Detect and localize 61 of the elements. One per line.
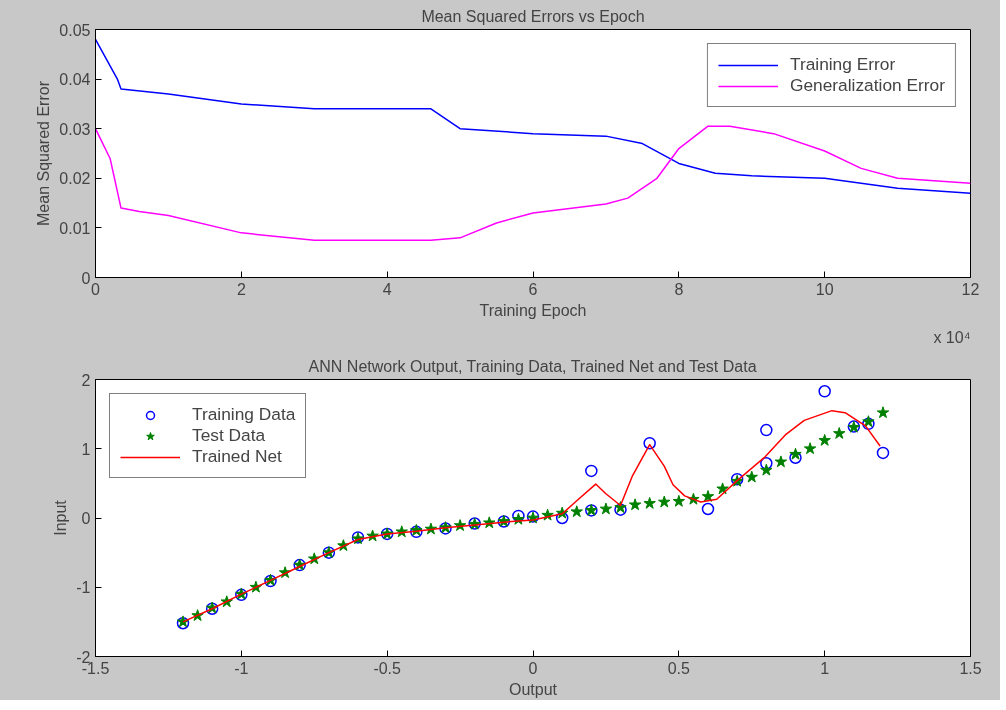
point: [876, 406, 890, 419]
x-axis-title: Output: [508, 680, 558, 698]
y-tick-label: -1: [76, 579, 91, 597]
point: [745, 470, 758, 483]
text: x 10⁴: [933, 328, 971, 346]
point: [818, 433, 831, 446]
y-tick-label: 0.02: [59, 170, 91, 188]
x-tick-label: -0.5: [373, 659, 402, 677]
point: [628, 498, 642, 511]
line-series: [95, 125, 971, 242]
point: [570, 505, 583, 518]
x-tick-label: 8: [674, 280, 684, 298]
x-tick-label: 0.5: [667, 659, 691, 677]
y-tick-label: 2: [81, 371, 91, 389]
point: [716, 482, 729, 495]
point: [876, 446, 890, 460]
point: [555, 511, 569, 525]
y-tick-label: 0.03: [59, 120, 91, 138]
y-tick-label: 0.05: [59, 21, 91, 39]
x-tick-label: 12: [961, 280, 980, 298]
legend-label: Generalization Error: [789, 75, 945, 96]
y-tick-label: 1: [81, 440, 91, 458]
legend-label: Training Error: [789, 54, 896, 75]
x-tick-label: 2: [236, 280, 246, 298]
chart-title: ANN Network Output, Training Data, Trained Net and Test Data: [308, 357, 757, 375]
x-tick-label: 4: [382, 280, 392, 298]
point: [789, 447, 802, 460]
point: [585, 464, 598, 478]
point: [643, 436, 656, 450]
y-tick-label: 0.01: [59, 219, 91, 237]
y-axis-title: Input: [52, 499, 70, 536]
point: [803, 442, 817, 455]
point: [672, 494, 686, 507]
legend-label: Training Data: [192, 404, 296, 425]
point: [701, 490, 715, 502]
point: [760, 423, 773, 437]
y-axis-title: Mean Squared Error: [35, 80, 53, 226]
point: [774, 455, 788, 468]
point: [643, 496, 656, 509]
point: [760, 457, 773, 470]
x-tick-label: -1: [234, 659, 249, 677]
x-tick-label: 1: [820, 659, 830, 677]
legend-label: Test Data: [192, 425, 266, 446]
y-tick-label: 0.04: [59, 71, 91, 89]
point: [599, 502, 613, 515]
point: [760, 463, 773, 476]
x-tick-label: 0: [528, 659, 538, 677]
point: [658, 495, 671, 508]
chart-title: Mean Squared Errors vs Epoch: [421, 7, 645, 25]
x-tick-label: 10: [815, 280, 834, 298]
x-tick-label: 1.5: [959, 659, 982, 677]
y-tick-label: 0: [81, 269, 91, 287]
x-axis-title: Training Epoch: [479, 301, 587, 319]
line-series: [95, 38, 971, 194]
y-tick-label: 0: [81, 510, 91, 527]
legend-label: Trained Net: [192, 446, 282, 467]
point: [789, 451, 802, 464]
point: [818, 385, 831, 398]
x-tick-label: 6: [528, 280, 538, 298]
point: [833, 427, 846, 439]
point: [701, 502, 715, 516]
